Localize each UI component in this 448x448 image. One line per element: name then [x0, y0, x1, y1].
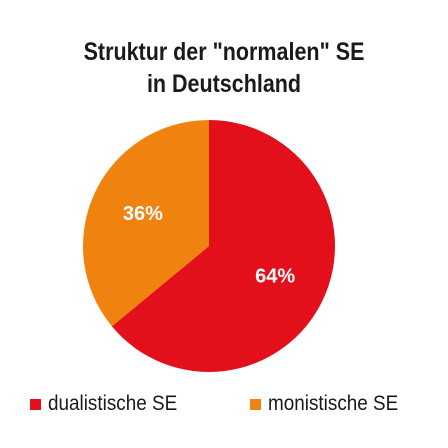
legend-label-dualistic: dualistische SE — [48, 392, 178, 415]
pie-label-monistic: 36% — [123, 203, 163, 225]
chart-legend: dualistische SE monistische SE — [0, 392, 448, 422]
legend-label-monistic: monistische SE — [268, 392, 399, 415]
chart-title-line-2: in Deutschland — [146, 70, 302, 98]
pie-label-dualistic: 64% — [255, 265, 295, 287]
pie-slice-monistic — [83, 120, 209, 327]
legend-item-monistic: monistische SE — [250, 392, 413, 416]
pie-slice-dualistic — [111, 120, 336, 372]
legend-swatch-dualistic — [30, 398, 41, 410]
legend-swatch-monistic — [250, 398, 261, 410]
chart-title: Struktur der "normalen" SE in Deutschlan… — [31, 36, 416, 100]
legend-item-dualistic: dualistische SE — [30, 392, 192, 416]
chart-title-line-1: Struktur der "normalen" SE — [83, 38, 365, 66]
